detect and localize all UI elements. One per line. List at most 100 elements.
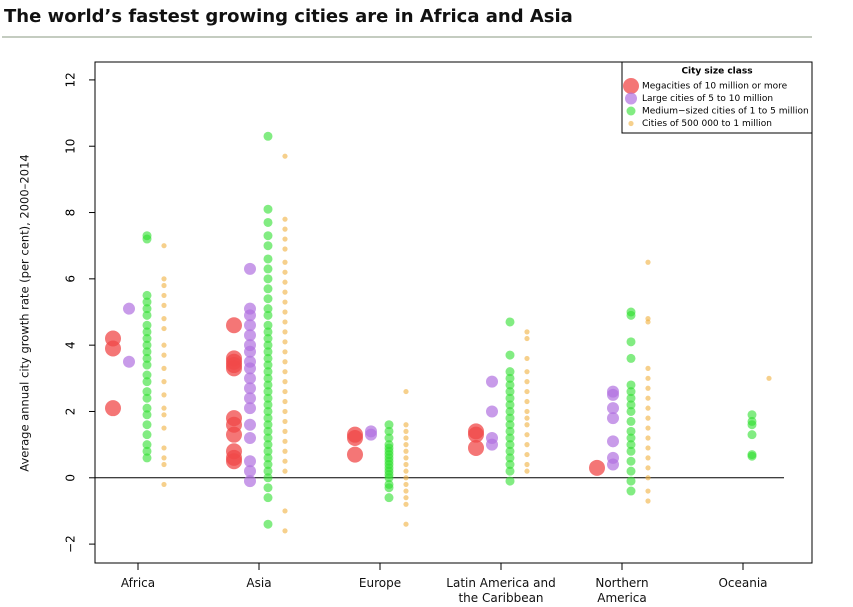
point [142, 440, 152, 450]
point [263, 347, 273, 357]
point [263, 406, 273, 416]
point [161, 352, 167, 358]
point [282, 299, 288, 305]
point [505, 426, 515, 436]
point [384, 483, 394, 493]
point [161, 316, 167, 322]
point [244, 402, 256, 415]
point [505, 440, 515, 450]
point [263, 204, 273, 214]
point [161, 276, 167, 282]
point [282, 418, 288, 425]
point [524, 415, 530, 421]
point [263, 320, 273, 330]
point [142, 393, 152, 403]
point [403, 422, 409, 428]
point [244, 382, 256, 395]
legend-marker [625, 92, 637, 105]
point [626, 416, 636, 426]
point [645, 488, 651, 494]
point [505, 460, 515, 470]
point [282, 528, 288, 534]
point [161, 342, 167, 348]
point [142, 320, 152, 330]
point [263, 426, 273, 436]
x-tick-label: Africa [120, 576, 156, 590]
point [263, 340, 273, 350]
point [282, 458, 288, 464]
point [244, 345, 256, 358]
point [626, 433, 636, 443]
point [524, 329, 530, 335]
point [524, 468, 530, 474]
point [505, 433, 515, 443]
point [626, 353, 636, 363]
point [403, 435, 409, 441]
point [263, 241, 273, 251]
point [263, 310, 273, 320]
point [263, 393, 273, 403]
point [645, 405, 651, 411]
point [142, 334, 152, 344]
point [282, 468, 288, 474]
point [142, 234, 152, 244]
point [244, 319, 256, 332]
point [282, 319, 288, 325]
point [263, 254, 273, 264]
point [263, 334, 273, 344]
point [282, 379, 288, 385]
point [263, 360, 273, 370]
x-tick-label: Northern America [595, 576, 649, 605]
point [263, 460, 273, 470]
point [524, 388, 530, 395]
point [142, 430, 152, 440]
point [626, 337, 636, 347]
point [645, 425, 651, 431]
point [161, 379, 167, 385]
y-tick-label: 4 [64, 341, 78, 349]
point [384, 493, 394, 503]
point [263, 294, 273, 304]
point [505, 453, 515, 463]
point [161, 445, 167, 451]
point [161, 461, 167, 468]
point [263, 231, 273, 241]
point [161, 455, 167, 461]
point [747, 410, 757, 420]
point [263, 420, 273, 430]
point [226, 453, 242, 470]
point [161, 425, 167, 431]
point [226, 360, 242, 377]
point [505, 446, 515, 456]
point [244, 455, 256, 468]
point [282, 448, 288, 454]
point [282, 153, 288, 159]
point [766, 375, 772, 381]
point [161, 282, 167, 289]
point [626, 440, 636, 450]
point [142, 290, 152, 300]
point [263, 446, 273, 456]
legend [621, 61, 813, 134]
point [123, 355, 135, 368]
point [282, 289, 288, 295]
point [282, 216, 288, 222]
point [403, 428, 409, 434]
point [505, 380, 515, 390]
y-tick-label: 6 [64, 275, 78, 283]
point [161, 481, 167, 488]
point [142, 310, 152, 320]
point [282, 428, 288, 434]
point [142, 446, 152, 456]
point [282, 398, 288, 405]
point [263, 440, 273, 450]
point [645, 498, 651, 504]
point [403, 442, 409, 448]
point [263, 353, 273, 363]
point [524, 422, 530, 428]
point [263, 367, 273, 377]
point [142, 410, 152, 420]
point [282, 269, 288, 275]
point [244, 465, 256, 478]
point [142, 353, 152, 363]
